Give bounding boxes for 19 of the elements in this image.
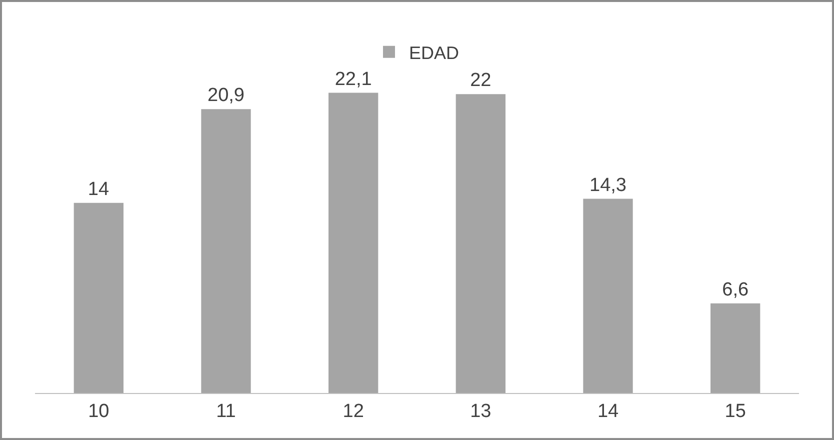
- data-label: 20,9: [208, 85, 244, 106]
- data-label: 14,3: [590, 174, 626, 196]
- legend-label: EDAD: [409, 42, 460, 63]
- data-label: 22,1: [334, 68, 372, 90]
- bar: [201, 109, 251, 393]
- data-label: 6,6: [722, 279, 749, 300]
- bar: [583, 198, 633, 393]
- bar: [456, 94, 506, 393]
- x-tick-label: 10: [88, 400, 110, 422]
- x-tick-label: 13: [470, 400, 492, 422]
- x-tick-label: 12: [342, 400, 364, 422]
- data-label: 22: [470, 70, 492, 92]
- bar: [710, 303, 760, 393]
- x-tick-label: 15: [724, 400, 746, 422]
- x-tick-label: 11: [216, 400, 236, 422]
- bar: [74, 202, 124, 393]
- bar: [328, 92, 378, 393]
- x-tick-label: 14: [597, 400, 619, 422]
- data-label: 14: [88, 178, 110, 200]
